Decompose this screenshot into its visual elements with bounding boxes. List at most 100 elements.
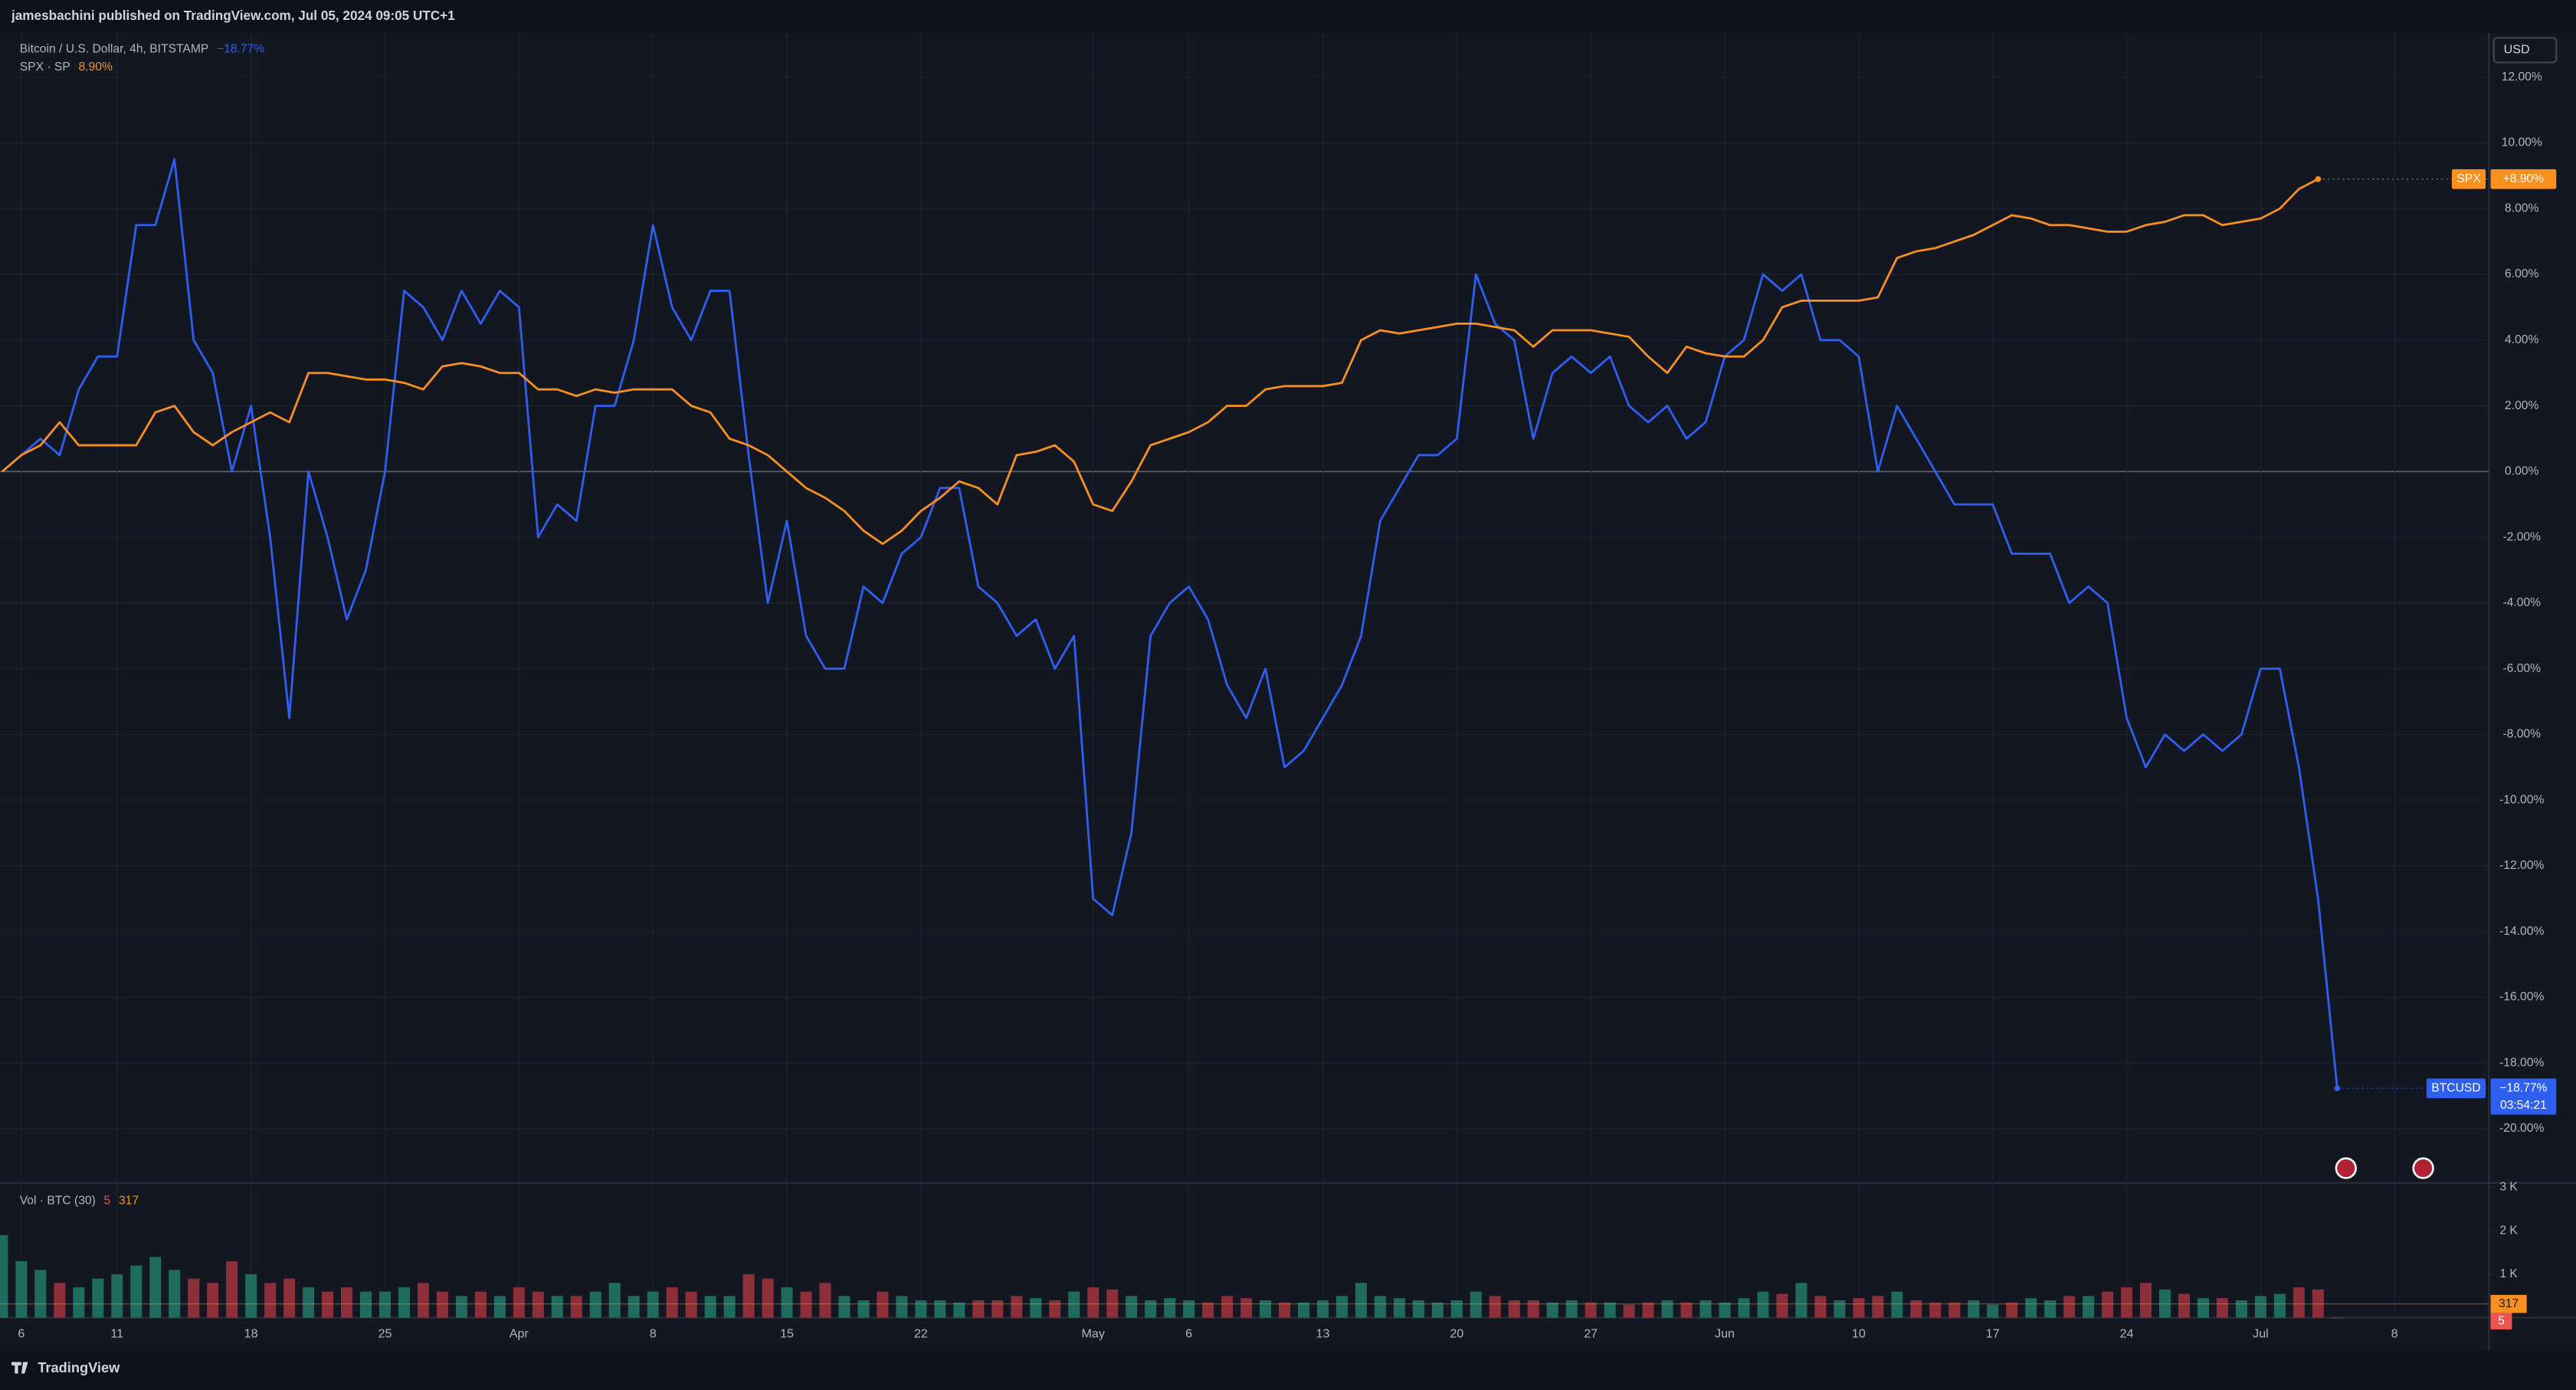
volume-bar [1164, 1298, 1176, 1318]
volume-bar [207, 1283, 219, 1318]
volume-last: 5 [104, 1195, 111, 1208]
volume-bar [1316, 1300, 1329, 1318]
y-tick-label: 1 K [2499, 1267, 2518, 1280]
volume-bar [704, 1296, 716, 1318]
y-tick-label: 8.00% [2505, 202, 2538, 215]
y-tick-label: 2 K [2499, 1224, 2518, 1237]
volume-bar [628, 1296, 640, 1318]
volume-bar [589, 1291, 601, 1318]
x-tick-label: 13 [1316, 1326, 1330, 1340]
volume-bar [226, 1261, 238, 1318]
volume-bar [1546, 1302, 1558, 1318]
y-tick-label: -14.00% [2499, 925, 2544, 938]
volume-bar [896, 1296, 908, 1318]
volume-bar [1183, 1300, 1195, 1318]
volume-bar [1757, 1291, 1769, 1318]
volume-bar [1431, 1302, 1444, 1318]
y-tick-label: -16.00% [2499, 991, 2544, 1004]
volume-bar [1929, 1302, 1942, 1318]
volume-bar [2254, 1296, 2266, 1318]
volume-bar [341, 1287, 353, 1318]
last-tag: 5 [2498, 1314, 2505, 1327]
y-tick-label: -12.00% [2499, 859, 2544, 872]
volume-bar [991, 1300, 1004, 1318]
series-tag-box [2451, 169, 2486, 189]
currency-button[interactable] [2492, 37, 2558, 64]
volume-bar [762, 1278, 774, 1318]
ma-tag-box [2490, 1294, 2527, 1313]
volume-bar [34, 1270, 47, 1318]
y-tick-label: -6.00% [2502, 662, 2541, 675]
volume-bar [2197, 1298, 2210, 1318]
x-tick-label: 25 [379, 1326, 392, 1340]
volume-bar [1891, 1291, 1903, 1318]
volume-bar [1221, 1296, 1234, 1318]
volume-bar [1489, 1296, 1501, 1318]
volume-bar [1910, 1300, 1922, 1318]
volume-bar [2063, 1296, 2076, 1318]
volume-bar [2178, 1293, 2191, 1318]
grid-layer [0, 32, 2494, 1318]
price-tag: −18.77% [2499, 1081, 2547, 1094]
ma-tag: 317 [2499, 1297, 2519, 1310]
y-tick-label: 0.00% [2505, 465, 2538, 478]
volume-bar [2025, 1298, 2037, 1318]
volume-bar [2216, 1298, 2228, 1318]
volume-bar [2273, 1293, 2286, 1318]
volume-bar [1297, 1302, 1309, 1318]
volume-bar [1011, 1296, 1023, 1318]
volume-bar [838, 1296, 850, 1318]
y-tick-label: 4.00% [2505, 333, 2538, 346]
volume-bar [455, 1296, 467, 1318]
volume-bar [551, 1296, 563, 1318]
price-tag-box [2490, 1078, 2557, 1115]
volume-bar [1374, 1296, 1386, 1318]
volume-bar [1260, 1300, 1272, 1318]
volume-bar [54, 1283, 66, 1318]
volume-bar [1968, 1300, 1980, 1318]
volume-bar [513, 1287, 525, 1318]
volume-bar [685, 1291, 697, 1318]
volume-bar [2044, 1300, 2057, 1318]
x-tick-label: 15 [780, 1326, 794, 1340]
volume-bar [1565, 1300, 1578, 1318]
volume-bar [417, 1283, 429, 1318]
volume-bar [322, 1291, 334, 1318]
volume-bar [1987, 1304, 1999, 1318]
logo-icon [11, 1362, 28, 1374]
y-tick-label: 10.00% [2502, 136, 2542, 149]
volume-bar [1450, 1300, 1463, 1318]
volume-bar [1776, 1293, 1788, 1318]
volume-bar [1068, 1291, 1080, 1318]
volume-bar [1680, 1302, 1693, 1318]
currency[interactable]: USD [2504, 43, 2530, 57]
event-icon[interactable] [2412, 1157, 2434, 1179]
volume-bar [92, 1278, 104, 1318]
last-point [2334, 1085, 2341, 1092]
legend-name: SPX · SP [20, 61, 70, 74]
x-tick-label: 17 [1986, 1326, 2000, 1340]
volume-ma: 317 [119, 1195, 139, 1208]
footer-bar [0, 1350, 2576, 1390]
volume-bar [915, 1300, 927, 1318]
y-tick-label: 2.00% [2505, 399, 2538, 412]
marks-layer [0, 158, 2489, 1319]
volume-bar [1126, 1296, 1138, 1318]
volume-bar [264, 1283, 277, 1318]
volume-bar [647, 1291, 659, 1318]
y-tick-label: 3 K [2499, 1181, 2518, 1194]
x-tick-label: 22 [914, 1326, 928, 1340]
x-tick-label: 6 [18, 1326, 25, 1340]
volume-bar [608, 1283, 621, 1318]
volume-bar [666, 1287, 678, 1318]
event-icon[interactable] [2335, 1157, 2357, 1179]
last-tag-box [2490, 1313, 2512, 1329]
volume-bar [359, 1291, 372, 1318]
volume-bar [2102, 1291, 2114, 1318]
series-tag: SPX [2456, 172, 2481, 185]
series-tag: BTCUSD [2431, 1081, 2480, 1094]
volume-bar [1240, 1298, 1253, 1318]
volume-bar [303, 1287, 315, 1318]
volume-bar [800, 1291, 812, 1318]
